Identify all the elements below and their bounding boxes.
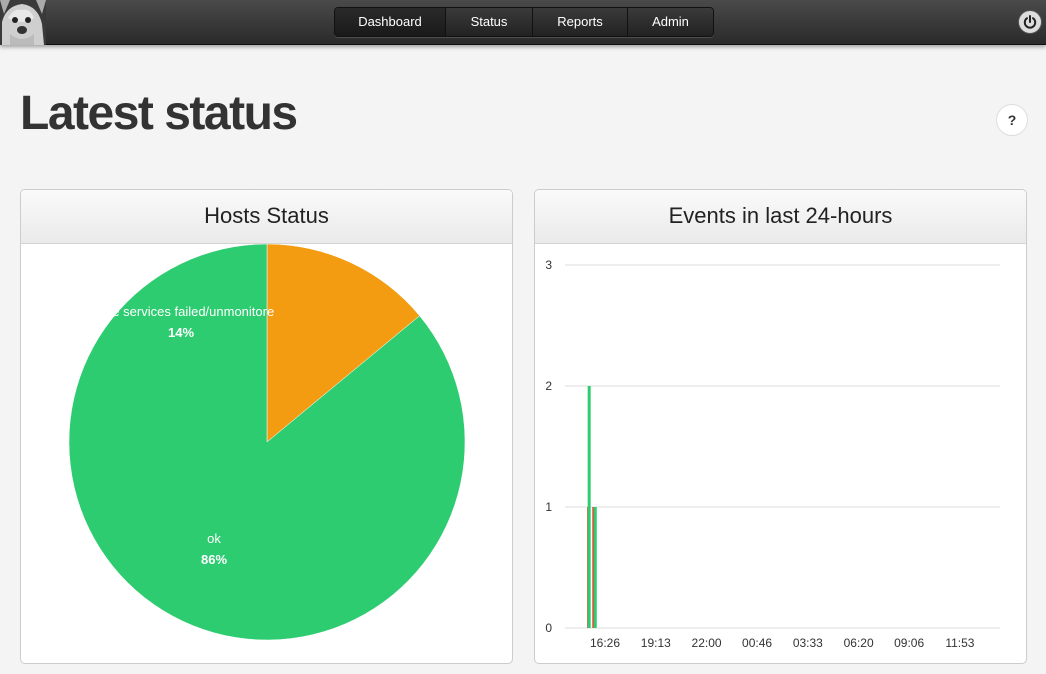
x-tick-label: 19:13	[641, 636, 671, 650]
nav-dashboard[interactable]: Dashboard	[335, 8, 446, 36]
help-button[interactable]: ?	[996, 104, 1028, 136]
pie-slice-label: ok	[207, 531, 221, 546]
y-tick-label: 3	[545, 258, 552, 272]
pie-slice-1	[68, 244, 466, 641]
nav-admin[interactable]: Admin	[628, 8, 713, 36]
events-title: Events in last 24-hours	[535, 190, 1026, 244]
x-tick-label: 03:33	[793, 636, 823, 650]
y-tick-label: 2	[545, 379, 552, 393]
top-bar: Dashboard Status Reports Admin	[0, 0, 1046, 45]
hosts-pie-chart: some services failed/unmonitore 14% ok 86%	[68, 244, 466, 641]
x-tick-label: 11:53	[945, 636, 974, 650]
hosts-status-body: some services failed/unmonitore 14% ok 86%	[21, 244, 512, 663]
nav-status[interactable]: Status	[446, 8, 533, 36]
x-tick-label: 16:26	[590, 636, 620, 650]
x-tick-label: 00:46	[742, 636, 772, 650]
pie-slice-0	[266, 244, 420, 443]
nav-reports[interactable]: Reports	[533, 8, 628, 36]
main-nav: Dashboard Status Reports Admin	[334, 7, 714, 37]
event-bar	[592, 507, 596, 628]
events-bar-chart: 0 1 2 3 16:26 19:13 22:00 00:46 03:33 06:20 09:06 1…	[545, 258, 1000, 650]
power-button[interactable]	[1018, 10, 1042, 34]
dog-logo-icon	[0, 0, 46, 45]
pie-slice-label: some services failed/unmonitore	[88, 304, 274, 319]
y-tick-label: 1	[545, 500, 552, 514]
events-body: 0 1 2 3 16:26 19:13 22:00 00:46 03:33 06:20 09:06 1…	[535, 244, 1026, 663]
event-bar	[587, 386, 591, 628]
x-tick-label: 09:06	[894, 636, 924, 650]
logo[interactable]	[0, 0, 46, 45]
pie-slice-percent: 86%	[201, 552, 227, 567]
y-tick-label: 0	[545, 621, 552, 635]
pie-slice-percent: 14%	[168, 325, 194, 340]
events-panel: Events in last 24-hours 0 1 2 3 16:26 19:13 22…	[534, 189, 1027, 664]
page-title: Latest status	[20, 87, 298, 140]
x-tick-label: 22:00	[692, 636, 722, 650]
hosts-status-title: Hosts Status	[21, 190, 512, 244]
power-icon	[1023, 15, 1037, 29]
event-bar	[593, 507, 597, 628]
hosts-status-panel: Hosts Status some services failed/unmoni…	[20, 189, 513, 664]
x-tick-label: 06:20	[844, 636, 874, 650]
